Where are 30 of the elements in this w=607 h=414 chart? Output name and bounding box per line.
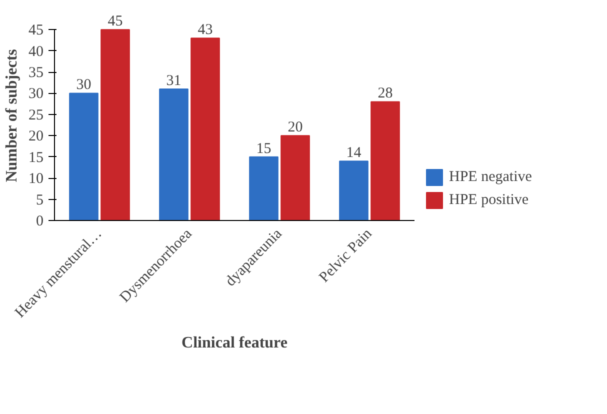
data-label: 20: [288, 120, 303, 136]
y-tick-label: 10: [28, 171, 44, 188]
bar: [339, 160, 368, 220]
y-tick-label: 5: [36, 192, 44, 208]
data-label: 15: [256, 140, 272, 157]
legend-label: HPE negative: [449, 168, 532, 186]
y-tick-label: 20: [28, 128, 44, 145]
bar: [159, 88, 188, 220]
bar: [249, 156, 278, 220]
y-tick-label: 25: [28, 107, 44, 124]
data-label: 31: [166, 72, 182, 89]
data-label: 43: [198, 22, 213, 38]
bar: [190, 38, 220, 220]
bar: [100, 29, 130, 220]
bar: [280, 135, 310, 220]
y-axis-title: Number of subjects: [4, 49, 20, 182]
data-label: 30: [76, 77, 92, 94]
bar: [69, 92, 98, 220]
y-tick-label: 45: [28, 22, 44, 39]
y-tick-label: 35: [28, 65, 44, 82]
y-tick-label: 30: [28, 86, 44, 102]
y-tick-label: 40: [28, 44, 44, 60]
y-tick-label: 0: [36, 214, 44, 230]
data-label: 28: [378, 86, 393, 102]
bar: [370, 101, 400, 220]
x-axis-title: Clinical feature: [182, 334, 288, 352]
data-label: 14: [346, 145, 362, 162]
y-tick-label: 15: [28, 150, 44, 166]
data-label: 45: [108, 14, 123, 30]
legend-label: HPE positive: [449, 192, 529, 208]
